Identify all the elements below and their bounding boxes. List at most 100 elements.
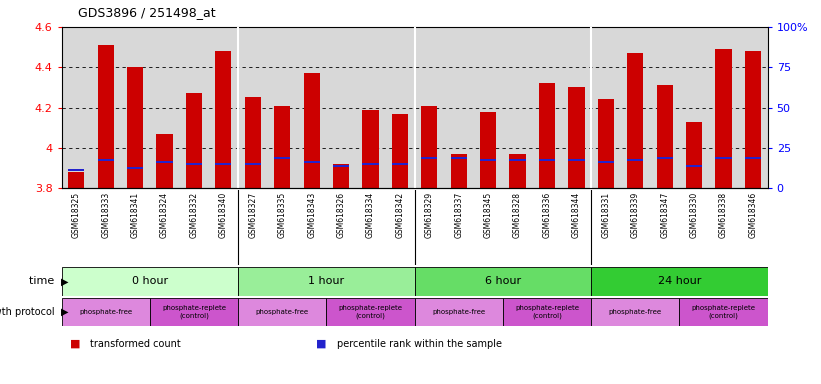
Bar: [680, 298, 768, 326]
Bar: [745, 157, 761, 159]
Text: GSM618325: GSM618325: [71, 192, 80, 238]
Bar: [98, 159, 114, 161]
Text: GSM618344: GSM618344: [572, 192, 581, 238]
Text: phosphate-free: phosphate-free: [432, 309, 485, 315]
Text: GDS3896 / 251498_at: GDS3896 / 251498_at: [78, 6, 216, 19]
Text: ■: ■: [70, 339, 80, 349]
Bar: [327, 298, 415, 326]
Text: GSM618329: GSM618329: [424, 192, 433, 238]
Bar: [186, 93, 202, 188]
Bar: [451, 154, 467, 188]
Bar: [451, 157, 467, 159]
Text: GSM618341: GSM618341: [131, 192, 140, 238]
Text: time: time: [29, 276, 57, 286]
Bar: [238, 298, 327, 326]
Bar: [62, 298, 149, 326]
Bar: [149, 298, 238, 326]
Text: GSM618324: GSM618324: [160, 192, 169, 238]
Text: GSM618326: GSM618326: [337, 192, 346, 238]
Text: GSM618346: GSM618346: [749, 192, 758, 238]
Bar: [415, 298, 502, 326]
Text: GSM618343: GSM618343: [307, 192, 316, 238]
Bar: [715, 157, 732, 159]
Bar: [274, 157, 291, 159]
Bar: [157, 161, 172, 163]
Bar: [539, 83, 555, 188]
Bar: [62, 267, 238, 296]
Bar: [186, 163, 202, 165]
Text: phosphate-replete
(control): phosphate-replete (control): [162, 305, 226, 319]
Text: GSM618331: GSM618331: [601, 192, 610, 238]
Text: ■: ■: [316, 339, 327, 349]
Text: GSM618328: GSM618328: [513, 192, 522, 238]
Bar: [686, 122, 702, 188]
Bar: [539, 159, 555, 161]
Bar: [304, 161, 319, 163]
Bar: [480, 111, 496, 188]
Text: phosphate-replete
(control): phosphate-replete (control): [691, 305, 755, 319]
Bar: [127, 67, 143, 188]
Bar: [715, 49, 732, 188]
Text: phosphate-free: phosphate-free: [255, 309, 309, 315]
Text: GSM618327: GSM618327: [248, 192, 257, 238]
Text: ▶: ▶: [61, 307, 68, 317]
Text: GSM618342: GSM618342: [396, 192, 405, 238]
Bar: [68, 169, 85, 171]
Bar: [304, 73, 319, 188]
Bar: [510, 159, 525, 161]
Bar: [362, 163, 378, 165]
Bar: [510, 154, 525, 188]
Bar: [598, 99, 614, 188]
Text: growth protocol: growth protocol: [0, 307, 57, 317]
Bar: [627, 53, 644, 188]
Bar: [98, 45, 114, 188]
Bar: [245, 98, 261, 188]
Text: phosphate-replete
(control): phosphate-replete (control): [515, 305, 579, 319]
Bar: [421, 106, 438, 188]
Bar: [274, 106, 291, 188]
Text: phosphate-free: phosphate-free: [79, 309, 132, 315]
Bar: [657, 85, 672, 188]
Bar: [591, 298, 680, 326]
Text: GSM618333: GSM618333: [101, 192, 110, 238]
Text: GSM618330: GSM618330: [690, 192, 699, 238]
Bar: [568, 87, 585, 188]
Text: ▶: ▶: [61, 276, 68, 286]
Text: GSM618338: GSM618338: [719, 192, 728, 238]
Text: GSM618335: GSM618335: [277, 192, 287, 238]
Text: GSM618347: GSM618347: [660, 192, 669, 238]
Bar: [568, 159, 585, 161]
Text: phosphate-free: phosphate-free: [608, 309, 662, 315]
Text: 0 hour: 0 hour: [131, 276, 168, 286]
Bar: [127, 167, 143, 169]
Text: GSM618332: GSM618332: [190, 192, 199, 238]
Bar: [591, 267, 768, 296]
Text: 6 hour: 6 hour: [484, 276, 521, 286]
Text: phosphate-replete
(control): phosphate-replete (control): [338, 305, 402, 319]
Text: GSM618334: GSM618334: [366, 192, 375, 238]
Bar: [362, 109, 378, 188]
Text: percentile rank within the sample: percentile rank within the sample: [337, 339, 502, 349]
Text: GSM618340: GSM618340: [219, 192, 228, 238]
Bar: [157, 134, 172, 188]
Bar: [215, 51, 232, 188]
Text: GSM618345: GSM618345: [484, 192, 493, 238]
Bar: [421, 157, 438, 159]
Text: GSM618339: GSM618339: [631, 192, 640, 238]
Text: transformed count: transformed count: [90, 339, 181, 349]
Bar: [627, 159, 644, 161]
Bar: [68, 172, 85, 188]
Bar: [215, 163, 232, 165]
Text: GSM618336: GSM618336: [543, 192, 552, 238]
Bar: [480, 159, 496, 161]
Bar: [245, 163, 261, 165]
Bar: [598, 161, 614, 163]
Bar: [745, 51, 761, 188]
Bar: [392, 163, 408, 165]
Bar: [238, 267, 415, 296]
Bar: [502, 298, 591, 326]
Bar: [686, 165, 702, 167]
Bar: [333, 164, 349, 188]
Bar: [333, 165, 349, 167]
Bar: [392, 114, 408, 188]
